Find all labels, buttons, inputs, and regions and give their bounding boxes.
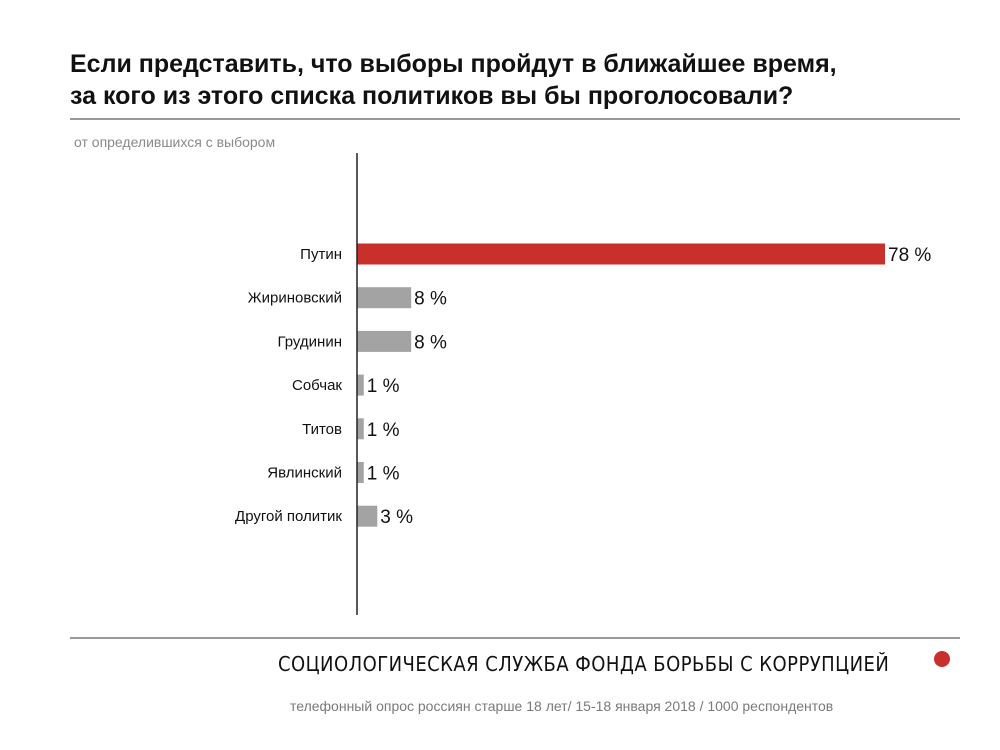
value-label: 78 % <box>888 245 931 266</box>
category-label: Явлинский <box>267 465 342 482</box>
bar <box>357 243 885 265</box>
value-label: 8 % <box>414 289 447 310</box>
bar <box>357 374 364 396</box>
brand-dot-icon <box>934 651 950 667</box>
value-label: 8 % <box>414 332 447 353</box>
category-label: Путин <box>300 246 342 263</box>
category-label: Титов <box>302 421 342 438</box>
organization-name: СОЦИОЛОГИЧЕСКАЯ СЛУЖБА ФОНДА БОРЬБЫ С КО… <box>278 652 890 676</box>
category-label: Другой политик <box>235 508 342 525</box>
survey-footnote: телефонный опрос россиян старше 18 лет/ … <box>290 698 834 714</box>
value-label: 1 % <box>367 376 400 397</box>
chart-subtitle: от определившихся с выбором <box>74 134 276 150</box>
value-label: 1 % <box>367 420 400 441</box>
chart-title: Если представить, что выборы пройдут в б… <box>70 48 950 112</box>
chart-title-line-1: Если представить, что выборы пройдут в б… <box>70 50 837 78</box>
value-label: 1 % <box>367 464 400 485</box>
chart-title-line-2: за кого из этого списка политиков вы бы … <box>70 82 794 110</box>
bottom-divider <box>70 637 960 639</box>
category-label: Собчак <box>292 377 342 394</box>
bar <box>357 287 412 309</box>
value-label: 3 % <box>380 507 413 528</box>
bar <box>357 330 412 352</box>
category-label: Грудинин <box>277 333 342 350</box>
bar <box>357 418 364 440</box>
bar <box>357 462 364 483</box>
bars-group: Путин 78 % Жириновский 8 % Грудинин 8 % Собчак… <box>235 243 931 528</box>
bar <box>357 505 378 527</box>
top-divider <box>70 118 960 120</box>
category-label: Жириновский <box>248 290 342 307</box>
